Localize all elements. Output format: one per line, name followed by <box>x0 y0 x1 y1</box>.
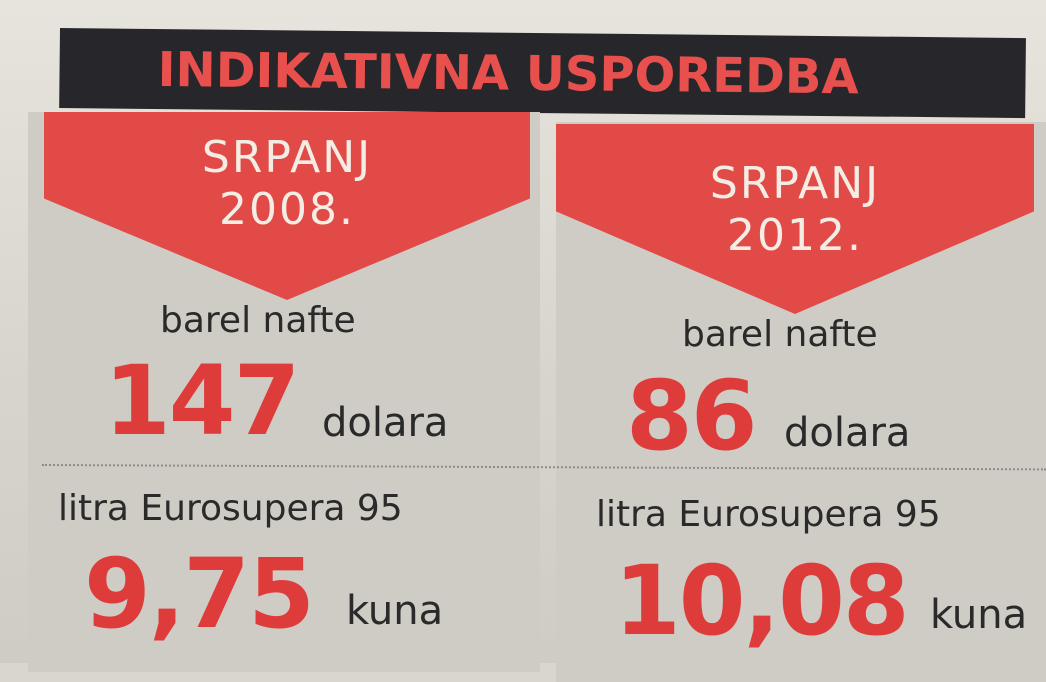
barrel-value: 86 <box>626 360 758 472</box>
fuel-unit: kuna <box>930 592 1028 638</box>
period-label-2012: SRPANJ 2012. <box>556 158 1034 262</box>
fuel-value: 9,75 <box>84 538 315 650</box>
month-label: SRPANJ <box>709 158 881 209</box>
fuel-label: litra Eurosupera 95 <box>596 494 941 535</box>
month-label: SRPANJ <box>201 132 373 183</box>
period-label-2008: SRPANJ 2008. <box>44 132 530 236</box>
barrel-unit: dolara <box>322 400 449 446</box>
page-title: INDIKATIVNA USPOREDBA <box>157 42 859 106</box>
fuel-value: 10,08 <box>614 545 910 657</box>
fuel-unit: kuna <box>346 588 444 634</box>
year-label: 2012. <box>727 210 863 261</box>
barrel-label: barel nafte <box>682 314 878 355</box>
barrel-value: 147 <box>104 345 300 457</box>
barrel-unit: dolara <box>784 410 911 456</box>
fuel-label: litra Eurosupera 95 <box>58 488 403 529</box>
year-label: 2008. <box>219 184 355 235</box>
barrel-label: barel nafte <box>160 300 356 341</box>
